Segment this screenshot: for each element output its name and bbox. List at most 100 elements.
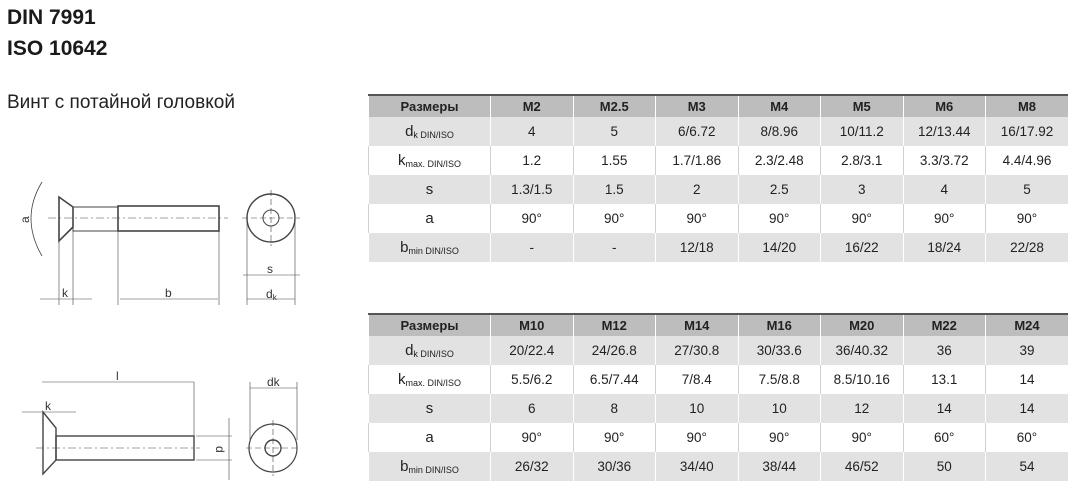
value-cell: 90°: [655, 204, 738, 233]
parameter-cell: dk DIN/ISO: [368, 336, 491, 365]
value-cell: 90°: [737, 423, 821, 452]
value-cell: 36: [902, 336, 986, 365]
value-cell: 90°: [572, 423, 656, 452]
column-header: M3: [655, 94, 738, 117]
parameter-symbol: k: [397, 152, 406, 169]
value-cell: 3: [820, 175, 903, 204]
value-cell: 20/22.4: [490, 336, 573, 365]
value-cell: 14: [985, 365, 1068, 394]
value-cell: 90°: [820, 204, 903, 233]
label-b: b: [165, 286, 172, 300]
parameter-cell: s: [368, 394, 491, 423]
value-cell: 13.1: [902, 365, 986, 394]
value-cell: 12: [820, 394, 903, 423]
value-cell: 90°: [490, 423, 573, 452]
table-row: dk DIN/ISO 4 5 6/6.72 8/8.96 10/11.2 12/13.44 1…: [368, 117, 1068, 146]
value-cell: 60°: [902, 423, 986, 452]
column-header-sizes: Размеры: [368, 313, 491, 336]
value-cell: 4.4/4.96: [985, 146, 1068, 175]
value-cell: 4: [902, 175, 986, 204]
value-cell: 14/20: [737, 233, 821, 262]
value-cell: 1.2: [490, 146, 573, 175]
value-cell: 10: [655, 394, 738, 423]
parameter-subscript: k DIN/ISO: [413, 130, 454, 140]
parameter-symbol: d: [405, 342, 414, 359]
table-row: bmin DIN/ISO - -12/18 14/20 16/22 18/24 22/28: [368, 233, 1068, 262]
value-cell: 5: [985, 175, 1068, 204]
value-cell: 1.3/1.5: [490, 175, 573, 204]
value-cell: 14: [985, 394, 1068, 423]
value-cell: 8: [572, 394, 656, 423]
value-cell: 90°: [985, 204, 1068, 233]
parameter-subscript: max. DIN/ISO: [405, 159, 461, 169]
head-view-top: [242, 190, 300, 305]
value-cell: 27/30.8: [655, 336, 738, 365]
standard-iso: ISO 10642: [7, 37, 108, 60]
label-l: l: [116, 369, 119, 383]
table-row: a 90° 90° 90° 90° 90° 90° 90°: [368, 204, 1068, 233]
value-cell: 38/44: [737, 452, 821, 481]
standard-din: DIN 7991: [7, 6, 96, 29]
value-cell: 6/6.72: [655, 117, 738, 146]
value-cell: 7/8.4: [655, 365, 738, 394]
value-cell: 30/33.6: [737, 336, 821, 365]
column-header: M10: [490, 313, 573, 336]
value-cell: 5: [572, 117, 656, 146]
value-cell: 22/28: [985, 233, 1068, 262]
column-header: M2: [490, 94, 573, 117]
value-cell: 30/36: [572, 452, 656, 481]
screw-technical-drawing: a k b s dk l k dk d: [18, 181, 300, 480]
parameter-cell: kmax. DIN/ISO: [368, 365, 491, 394]
parameter-symbol: b: [400, 239, 409, 256]
table-row: a 90° 90° 90° 90° 90° 60° 60°: [368, 423, 1068, 452]
table-header: Размеры M10 M12 M14 M16 M20 M22 M24: [368, 313, 1068, 336]
value-cell: 12/13.44: [902, 117, 986, 146]
value-cell: 2.5: [737, 175, 821, 204]
value-cell: 90°: [490, 204, 573, 233]
label-s: s: [267, 262, 273, 276]
value-cell: 3.3/3.72: [902, 146, 986, 175]
value-cell: 5.5/6.2: [490, 365, 573, 394]
table-row: dk DIN/ISO 20/22.4 24/26.8 27/30.8 30/33.6 36…: [368, 336, 1068, 365]
column-header: M20: [820, 313, 903, 336]
parameter-cell: a: [368, 423, 491, 452]
value-cell: 8.5/10.16: [820, 365, 903, 394]
value-cell: 50: [902, 452, 986, 481]
parameter-symbol: s: [425, 400, 434, 417]
value-cell: 1.7/1.86: [655, 146, 738, 175]
value-cell: 10: [737, 394, 821, 423]
column-header: M22: [902, 313, 986, 336]
value-cell: 90°: [902, 204, 986, 233]
label-dk-bottom: dk: [267, 375, 281, 389]
dimensions-table-m10-m24: Размеры M10 M12 M14 M16 M20 M22 M24 dk DIN/ISO 20…: [368, 313, 1068, 481]
value-cell: 6.5/7.44: [572, 365, 656, 394]
value-cell: 39: [985, 336, 1068, 365]
value-cell: 6: [490, 394, 573, 423]
label-dk: dk: [266, 287, 278, 302]
table-header: Размеры M2 M2.5 M3 M4 M5 M6 M8: [368, 94, 1068, 117]
value-cell: 54: [985, 452, 1068, 481]
value-cell: 36/40.32: [820, 336, 903, 365]
value-cell: 2.3/2.48: [737, 146, 821, 175]
value-cell: 10/11.2: [820, 117, 903, 146]
column-header: M6: [902, 94, 986, 117]
value-cell: 26/32: [490, 452, 573, 481]
value-cell: 90°: [737, 204, 821, 233]
label-k-bottom: k: [45, 399, 52, 413]
table-row: s 1.3/1.5 1.5 2 2.5 3 4 5: [368, 175, 1068, 204]
product-description: Винт с потайной головкой: [7, 92, 235, 113]
value-cell: 18/24: [902, 233, 986, 262]
table-row: kmax. DIN/ISO 1.2 1.55 1.7/1.86 2.3/2.48 2.8/…: [368, 146, 1068, 175]
value-cell: 4: [490, 117, 573, 146]
parameter-cell: s: [368, 175, 491, 204]
side-view-bottom: [22, 381, 232, 480]
column-header: M16: [737, 313, 821, 336]
parameter-cell: bmin DIN/ISO: [368, 452, 491, 481]
value-cell: 34/40: [655, 452, 738, 481]
parameter-subscript: min DIN/ISO: [408, 465, 459, 475]
column-header: M8: [985, 94, 1068, 117]
parameter-cell: kmax. DIN/ISO: [368, 146, 491, 175]
parameter-symbol: a: [425, 429, 434, 446]
parameter-symbol: b: [400, 458, 409, 475]
value-cell: 1.5: [572, 175, 656, 204]
